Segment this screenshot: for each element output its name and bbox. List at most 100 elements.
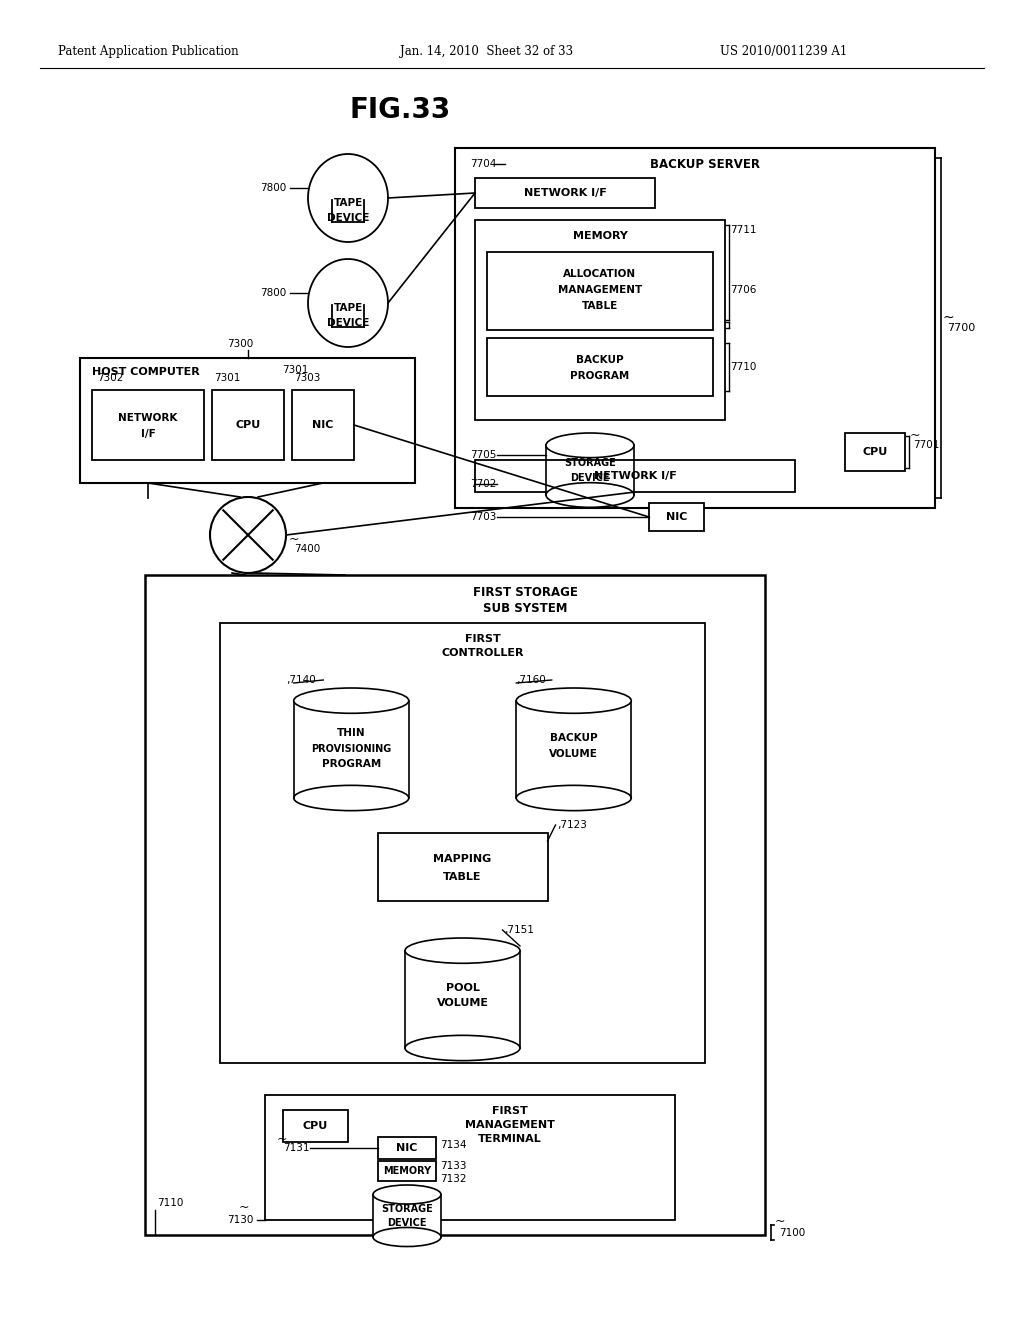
- Text: NETWORK: NETWORK: [119, 413, 178, 422]
- Bar: [487, 338, 713, 396]
- Bar: [487, 252, 713, 330]
- Ellipse shape: [546, 483, 634, 507]
- Text: 7704: 7704: [470, 158, 497, 169]
- Text: 7800: 7800: [260, 183, 286, 193]
- Ellipse shape: [406, 939, 520, 964]
- Text: ALLOCATION: ALLOCATION: [563, 269, 637, 279]
- Text: 7702: 7702: [470, 479, 497, 488]
- Bar: [546, 445, 634, 495]
- Text: PROGRAM: PROGRAM: [322, 759, 381, 770]
- Text: NETWORK I/F: NETWORK I/F: [594, 471, 677, 480]
- Text: 7110: 7110: [157, 1199, 183, 1208]
- Text: BACKUP: BACKUP: [577, 355, 624, 366]
- Text: NIC: NIC: [666, 512, 687, 521]
- Text: DEVICE: DEVICE: [327, 318, 370, 327]
- Bar: [92, 389, 204, 459]
- Ellipse shape: [373, 1185, 441, 1204]
- Text: HOST COMPUTER: HOST COMPUTER: [92, 367, 200, 378]
- Bar: [292, 389, 354, 459]
- Text: MANAGEMENT: MANAGEMENT: [465, 1119, 555, 1130]
- Text: MANAGEMENT: MANAGEMENT: [558, 285, 642, 294]
- Bar: [378, 1137, 436, 1159]
- Text: TERMINAL: TERMINAL: [478, 1134, 542, 1144]
- Bar: [475, 459, 795, 492]
- Text: 7132: 7132: [440, 1173, 467, 1184]
- Text: DEVICE: DEVICE: [387, 1218, 427, 1228]
- Text: 7303: 7303: [294, 374, 321, 383]
- Text: PROGRAM: PROGRAM: [570, 371, 630, 381]
- Text: 7800: 7800: [260, 288, 286, 298]
- Text: 7133: 7133: [440, 1162, 467, 1171]
- Bar: [283, 1110, 348, 1142]
- Text: Jan. 14, 2010  Sheet 32 of 33: Jan. 14, 2010 Sheet 32 of 33: [400, 45, 573, 58]
- Text: 7711: 7711: [730, 224, 757, 235]
- Bar: [406, 950, 520, 1048]
- Text: POOL: POOL: [445, 983, 479, 993]
- Text: ~: ~: [910, 429, 921, 441]
- Text: 7400: 7400: [294, 544, 321, 554]
- Bar: [649, 503, 705, 531]
- Ellipse shape: [373, 1228, 441, 1246]
- Text: Patent Application Publication: Patent Application Publication: [58, 45, 239, 58]
- Text: ,7123: ,7123: [557, 820, 588, 830]
- Text: TAPE: TAPE: [334, 304, 362, 313]
- Ellipse shape: [516, 688, 631, 713]
- Text: SUB SYSTEM: SUB SYSTEM: [482, 602, 567, 615]
- Text: 7301: 7301: [283, 366, 309, 375]
- Text: FIRST: FIRST: [493, 1106, 528, 1115]
- Text: MEMORY: MEMORY: [383, 1166, 431, 1176]
- Bar: [220, 623, 705, 1063]
- Text: 7706: 7706: [730, 285, 757, 294]
- Bar: [80, 358, 415, 483]
- Text: NIC: NIC: [396, 1143, 418, 1152]
- Text: ~: ~: [289, 532, 299, 545]
- Text: TAPE: TAPE: [334, 198, 362, 209]
- Text: VOLUME: VOLUME: [549, 748, 598, 759]
- Text: 7705: 7705: [470, 450, 497, 459]
- Text: MAPPING: MAPPING: [433, 854, 492, 865]
- Text: 7701: 7701: [913, 440, 939, 450]
- Text: BACKUP: BACKUP: [550, 733, 598, 743]
- Text: 7300: 7300: [227, 339, 254, 348]
- Bar: [332, 201, 364, 222]
- Text: ,7160: ,7160: [516, 675, 546, 685]
- Text: CPU: CPU: [862, 447, 888, 457]
- Bar: [265, 1096, 675, 1220]
- Text: 7100: 7100: [779, 1228, 805, 1238]
- Text: NETWORK I/F: NETWORK I/F: [523, 187, 606, 198]
- Text: STORAGE: STORAGE: [564, 458, 615, 469]
- Text: FIRST: FIRST: [465, 634, 501, 644]
- Text: NIC: NIC: [312, 420, 334, 430]
- Bar: [845, 433, 905, 471]
- Text: MEMORY: MEMORY: [572, 231, 628, 242]
- Text: DEVICE: DEVICE: [570, 473, 609, 483]
- Bar: [378, 1162, 436, 1181]
- Bar: [145, 576, 765, 1236]
- Text: CPU: CPU: [236, 420, 261, 430]
- Text: 7130: 7130: [226, 1214, 253, 1225]
- Text: I/F: I/F: [140, 429, 156, 440]
- Bar: [475, 220, 725, 420]
- Text: CPU: CPU: [303, 1121, 328, 1131]
- Text: FIG.33: FIG.33: [349, 96, 451, 124]
- Text: STORAGE: STORAGE: [381, 1204, 433, 1214]
- Bar: [378, 833, 548, 902]
- Text: 7710: 7710: [730, 362, 757, 372]
- Text: THIN: THIN: [337, 729, 366, 738]
- Text: ~: ~: [239, 1200, 249, 1213]
- Text: 7700: 7700: [947, 323, 975, 333]
- Bar: [212, 389, 284, 459]
- Bar: [475, 178, 655, 209]
- Bar: [332, 305, 364, 327]
- Bar: [455, 148, 935, 508]
- Ellipse shape: [516, 785, 631, 810]
- Text: PROVISIONING: PROVISIONING: [311, 744, 391, 754]
- Text: ,7151: ,7151: [505, 925, 535, 935]
- Bar: [373, 1195, 441, 1237]
- Text: BACKUP SERVER: BACKUP SERVER: [650, 157, 760, 170]
- Text: CONTROLLER: CONTROLLER: [441, 648, 523, 657]
- Ellipse shape: [294, 785, 409, 810]
- Bar: [516, 701, 631, 799]
- Ellipse shape: [406, 1035, 520, 1061]
- Text: TABLE: TABLE: [582, 301, 618, 312]
